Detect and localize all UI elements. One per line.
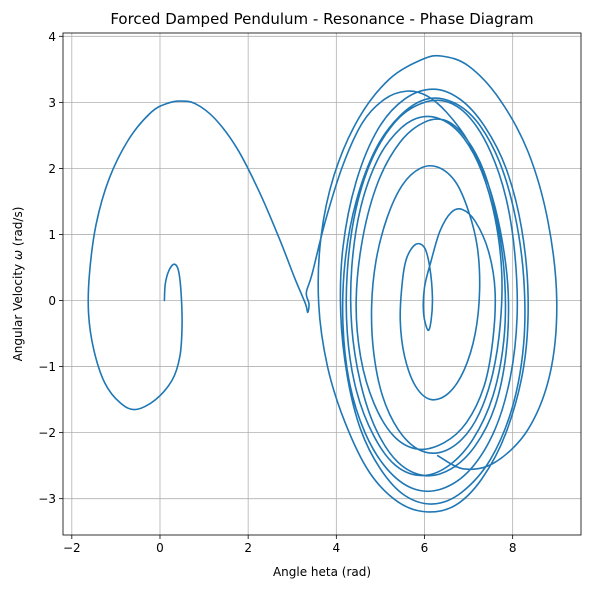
y-tick-label: 1 xyxy=(48,228,56,242)
y-axis-label-suffix: (rad/s) xyxy=(11,207,25,250)
y-tick-label: 3 xyxy=(48,96,56,110)
y-tick-label: 4 xyxy=(48,30,56,44)
axis-ticks: −2 0 2 4 6 8 −3 −2 −1 0 1 2 3 4 xyxy=(38,30,516,555)
x-tick-label: 2 xyxy=(244,541,252,555)
x-tick-label: −2 xyxy=(63,541,81,555)
y-axis-label-prefix: Angular Velocity xyxy=(11,260,25,361)
y-axis-label: Angular Velocity ω (rad/s) xyxy=(11,207,25,362)
x-tick-label: 6 xyxy=(421,541,429,555)
y-axis-label-symbol: ω xyxy=(11,250,25,260)
axes-frame xyxy=(62,32,582,536)
y-tick-label: −3 xyxy=(38,492,56,506)
x-tick-label: 0 xyxy=(156,541,164,555)
y-tick-label: 2 xyxy=(48,162,56,176)
chart-title: Forced Damped Pendulum - Resonance - Pha… xyxy=(110,10,533,28)
x-tick-label: 4 xyxy=(333,541,341,555)
x-axis-label: Angle heta (rad) xyxy=(273,565,371,579)
y-tick-label: 0 xyxy=(48,294,56,308)
x-tick-label: 8 xyxy=(509,541,517,555)
phase-trajectory-line xyxy=(87,54,558,513)
y-tick-label: −1 xyxy=(38,360,56,374)
y-tick-label: −2 xyxy=(38,426,56,440)
plot-area xyxy=(87,54,558,513)
